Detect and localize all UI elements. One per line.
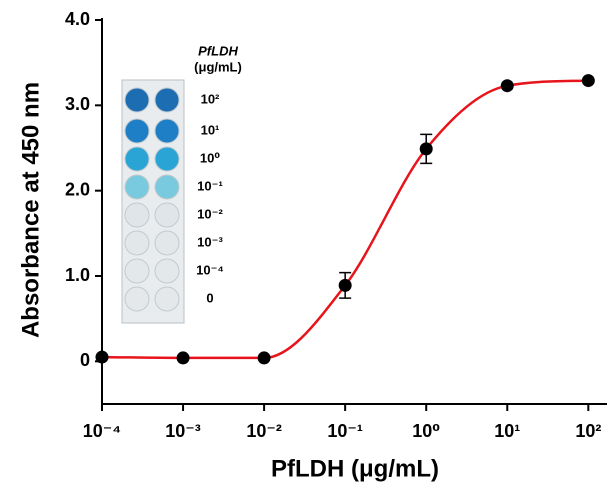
well — [154, 286, 180, 312]
inset-label: 10⁻¹ — [197, 178, 223, 193]
well — [154, 174, 180, 200]
well — [124, 118, 150, 144]
well — [124, 202, 150, 228]
y-tick-label: 3.0 — [65, 94, 90, 114]
y-tick-label: 4.0 — [65, 9, 90, 29]
well — [154, 146, 180, 172]
x-tick-label: 10⁻¹ — [327, 421, 363, 441]
well — [154, 230, 180, 256]
inset-label: 0 — [206, 290, 213, 305]
well — [124, 87, 150, 113]
y-tick-label: 1.0 — [65, 265, 90, 285]
inset-label: 10² — [201, 91, 220, 106]
y-tick-label: 2.0 — [65, 179, 90, 199]
inset-label: 10¹ — [201, 122, 220, 137]
data-point — [500, 79, 514, 93]
inset-label: 10⁰ — [200, 150, 220, 165]
data-point — [257, 351, 271, 365]
data-point — [95, 350, 109, 364]
data-point — [176, 351, 190, 365]
x-tick-label: 10⁻² — [246, 421, 282, 441]
x-axis-title: PfLDH (μg/mL) — [271, 455, 439, 482]
y-tick-label: 0 — [80, 350, 90, 370]
x-tick-label: 10¹ — [494, 421, 520, 441]
x-tick-label: 10⁻³ — [165, 421, 201, 441]
inset-title: PfLDH — [198, 43, 238, 58]
inset-unit: (μg/mL) — [194, 59, 242, 74]
well — [124, 230, 150, 256]
well — [154, 118, 180, 144]
well — [154, 258, 180, 284]
well-plate — [121, 79, 185, 324]
x-tick-label: 10⁻⁴ — [83, 421, 121, 441]
data-point — [581, 74, 595, 88]
data-point — [419, 142, 433, 156]
x-tick-label: 10⁰ — [412, 421, 440, 441]
data-point — [338, 278, 352, 292]
y-axis-title: Absorbance at 450 nm — [17, 82, 44, 338]
well — [124, 286, 150, 312]
inset-label: 10⁻³ — [197, 234, 223, 249]
well — [124, 258, 150, 284]
well — [154, 202, 180, 228]
well — [154, 87, 180, 113]
inset-label: 10⁻² — [197, 206, 223, 221]
well — [124, 174, 150, 200]
x-tick-label: 10² — [575, 421, 601, 441]
inset-label: 10⁻⁴ — [196, 262, 224, 277]
well — [124, 146, 150, 172]
